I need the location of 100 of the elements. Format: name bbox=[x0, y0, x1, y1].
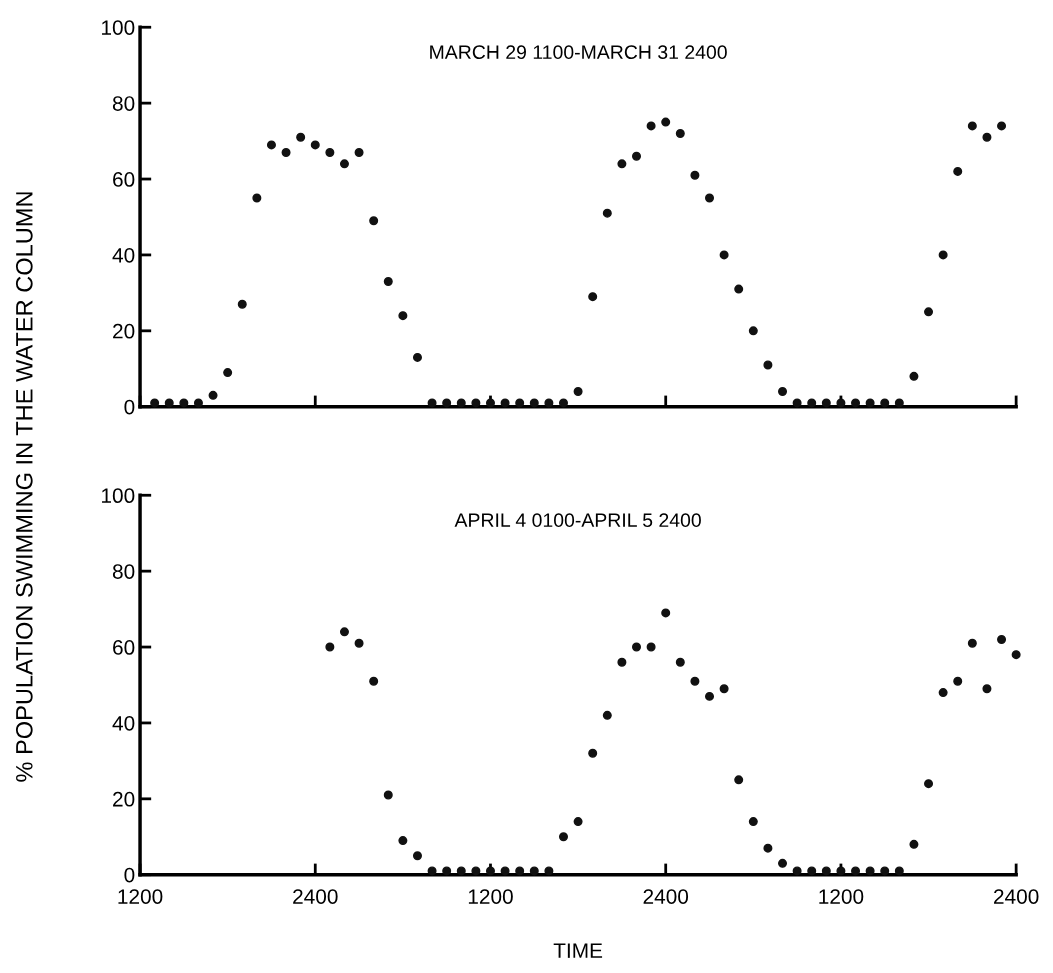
point bbox=[456, 398, 466, 408]
point bbox=[894, 866, 904, 876]
text: MARCH 29 1100-MARCH 31 2400 bbox=[430, 45, 727, 60]
y-tick-label: 40 bbox=[112, 247, 135, 263]
point bbox=[982, 684, 992, 694]
point bbox=[573, 817, 583, 827]
point bbox=[734, 775, 744, 785]
point bbox=[339, 159, 349, 169]
point bbox=[383, 276, 393, 286]
point bbox=[763, 360, 773, 370]
point bbox=[208, 390, 218, 400]
y-tick-label: 0 bbox=[124, 399, 135, 415]
point bbox=[427, 866, 437, 876]
y-tick-label: 80 bbox=[112, 564, 135, 579]
point bbox=[632, 642, 642, 652]
point bbox=[354, 638, 364, 648]
point bbox=[325, 642, 335, 652]
point bbox=[632, 151, 642, 161]
point bbox=[369, 216, 379, 226]
point bbox=[179, 398, 189, 408]
point bbox=[339, 627, 349, 637]
point bbox=[807, 398, 817, 408]
point bbox=[705, 193, 715, 203]
point bbox=[982, 132, 992, 142]
point bbox=[398, 836, 408, 846]
point bbox=[223, 368, 233, 378]
point bbox=[763, 843, 773, 853]
y-tick-label: 100 bbox=[102, 20, 135, 35]
point bbox=[558, 398, 568, 408]
y-tick-label: 100 bbox=[102, 488, 135, 504]
x-tick-label: 2400 bbox=[643, 889, 689, 904]
x-tick-label: 2400 bbox=[293, 889, 338, 904]
point bbox=[880, 866, 890, 876]
point bbox=[427, 398, 437, 408]
y-tick-label: 60 bbox=[113, 640, 135, 655]
y-tick-label: 0 bbox=[124, 867, 135, 883]
point bbox=[661, 608, 671, 618]
point bbox=[734, 284, 744, 294]
point bbox=[778, 858, 788, 868]
point bbox=[529, 398, 539, 408]
point bbox=[573, 387, 583, 397]
y-tick-label: 20 bbox=[113, 323, 135, 339]
point bbox=[354, 147, 364, 157]
point bbox=[909, 839, 919, 849]
point bbox=[719, 250, 729, 260]
point bbox=[748, 817, 758, 827]
point bbox=[807, 866, 817, 876]
point bbox=[515, 866, 525, 876]
point bbox=[237, 299, 247, 309]
point bbox=[471, 866, 481, 876]
point bbox=[924, 307, 934, 317]
point bbox=[938, 250, 948, 260]
point bbox=[588, 748, 598, 758]
point bbox=[442, 866, 452, 876]
point bbox=[690, 170, 700, 180]
point bbox=[997, 634, 1007, 644]
point bbox=[661, 117, 671, 127]
point bbox=[500, 398, 510, 408]
point bbox=[544, 866, 554, 876]
point bbox=[310, 140, 320, 150]
point bbox=[792, 866, 802, 876]
x-axis-title: TIME bbox=[553, 943, 603, 958]
point bbox=[967, 638, 977, 648]
point bbox=[1011, 650, 1021, 660]
point bbox=[880, 398, 890, 408]
point bbox=[646, 121, 656, 131]
point bbox=[456, 866, 466, 876]
point bbox=[544, 398, 554, 408]
point bbox=[485, 398, 495, 408]
x-tick-label: 1200 bbox=[819, 889, 864, 904]
y-axis-title: % POPULATION SWIMMING IN THE WATER COLUMN bbox=[15, 192, 33, 782]
point bbox=[865, 398, 875, 408]
point bbox=[719, 684, 729, 694]
point bbox=[442, 398, 452, 408]
point bbox=[281, 147, 291, 157]
point bbox=[821, 866, 831, 876]
point bbox=[529, 866, 539, 876]
point bbox=[690, 676, 700, 686]
point bbox=[398, 311, 408, 321]
point bbox=[412, 352, 422, 362]
point bbox=[485, 866, 495, 876]
point bbox=[266, 140, 276, 150]
point bbox=[515, 398, 525, 408]
point bbox=[675, 657, 685, 667]
point bbox=[602, 208, 612, 218]
y-tick-label: 20 bbox=[113, 791, 135, 807]
point bbox=[821, 398, 831, 408]
point bbox=[471, 398, 481, 408]
point bbox=[296, 132, 306, 142]
point bbox=[967, 121, 977, 131]
y-tick-label: 80 bbox=[112, 96, 135, 111]
point bbox=[778, 387, 788, 397]
y-tick-label: 60 bbox=[113, 172, 135, 187]
point bbox=[412, 851, 422, 861]
x-tick-label: 1200 bbox=[468, 889, 513, 904]
point bbox=[164, 398, 174, 408]
point bbox=[938, 688, 948, 698]
x-tick-label: 2400 bbox=[994, 889, 1039, 904]
point bbox=[617, 657, 627, 667]
point bbox=[617, 159, 627, 169]
